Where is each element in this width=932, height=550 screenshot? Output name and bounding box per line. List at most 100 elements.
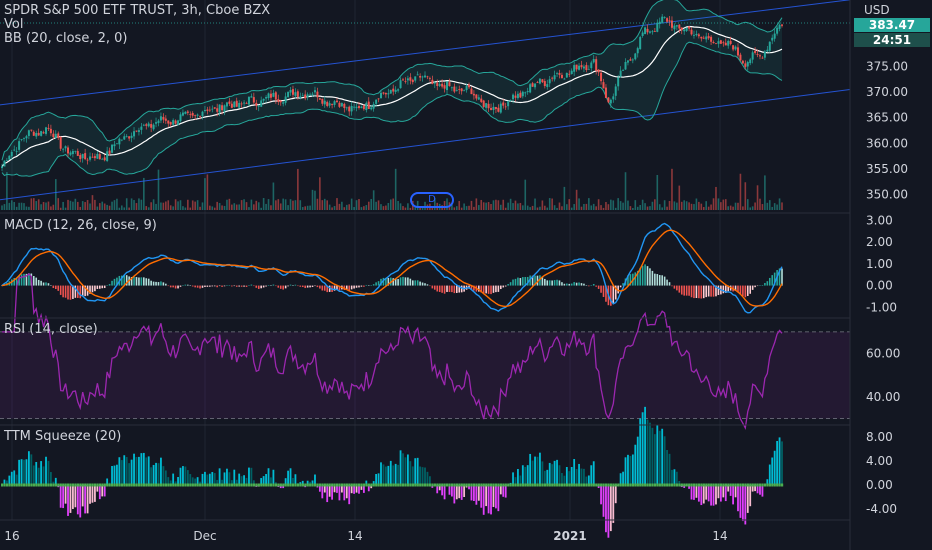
squeeze-dot [172, 483, 175, 487]
macd-histogram-bar [284, 285, 287, 289]
ttm-histogram-bar [184, 466, 187, 485]
ttm-histogram-bar [79, 485, 82, 518]
ttm-histogram-bar [125, 457, 128, 485]
volume-bar [316, 198, 319, 210]
squeeze-dot [216, 483, 219, 487]
macd-histogram-bar [773, 272, 776, 286]
candle-body [724, 42, 727, 46]
ttm-histogram-bar [387, 465, 390, 485]
squeeze-dot [274, 483, 278, 487]
candle-body [692, 34, 695, 36]
squeeze-dot [502, 483, 505, 487]
squeeze-dot [233, 483, 236, 487]
squeeze-dot [287, 483, 290, 487]
ttm-histogram-bar [455, 485, 458, 500]
squeeze-dot [629, 483, 632, 487]
macd-histogram-bar [392, 278, 395, 286]
squeeze-dot [685, 483, 688, 487]
macd-histogram-bar [277, 285, 280, 288]
squeeze-dot [49, 483, 53, 487]
volume-bar [299, 200, 302, 210]
macd-histogram-bar [47, 283, 50, 286]
volume-bar [563, 186, 566, 210]
volume-bar [737, 202, 739, 210]
macd-histogram-bar [656, 274, 659, 286]
volume-bar [732, 206, 734, 210]
candle-body [480, 98, 483, 102]
volume-bar [399, 203, 402, 210]
candle-body [89, 156, 92, 160]
macd-histogram-bar [257, 285, 260, 289]
squeeze-dot [406, 483, 410, 487]
volume-bar [424, 201, 426, 210]
squeeze-dot [113, 483, 116, 487]
candle-body [155, 122, 158, 124]
ttm-histogram-bar [326, 485, 329, 503]
candle-body [739, 54, 742, 61]
ttm-histogram-bar [160, 457, 162, 485]
macd-histogram-bar [688, 285, 690, 296]
macd-histogram-bar [130, 277, 133, 286]
volume-bar [421, 206, 424, 210]
candle-body [617, 77, 620, 87]
volume-bar [309, 205, 311, 210]
candle-body [590, 62, 593, 69]
candle-body [384, 92, 387, 95]
volume-bar [473, 206, 475, 210]
ttm-histogram-bar [563, 475, 566, 485]
ttm-histogram-bar [150, 467, 153, 485]
ttm-histogram-bar [460, 485, 463, 500]
squeeze-dot [512, 483, 515, 487]
candle-body [553, 75, 556, 80]
macd-histogram-bar [478, 285, 480, 292]
ttm-histogram-bar [656, 425, 659, 485]
volume-bar [189, 207, 192, 210]
ttm-histogram-bar [536, 456, 539, 485]
time-axis-label: Dec [193, 529, 216, 543]
ttm-axis-label: 4.00 [866, 454, 893, 468]
macd-histogram-bar [355, 285, 358, 288]
ttm-histogram-bar [267, 468, 270, 485]
volume-bar [228, 198, 231, 210]
squeeze-dot [128, 483, 131, 487]
macd-histogram-bar [497, 285, 500, 292]
candle-body [619, 70, 622, 77]
volume-bar [781, 202, 783, 210]
ttm-histogram-bar [597, 485, 600, 489]
candle-body [57, 133, 60, 138]
volume-bar [289, 199, 292, 210]
ttm-histogram-bar [375, 473, 378, 485]
volume-bar [179, 200, 182, 210]
macd-histogram-bar [590, 285, 593, 286]
volume-bar [18, 202, 20, 210]
squeeze-dot [756, 483, 759, 487]
candle-body [91, 156, 94, 158]
macd-histogram-bar [350, 285, 353, 290]
ttm-histogram-bar [294, 474, 297, 485]
squeeze-dot [181, 483, 185, 487]
squeeze-dot [384, 483, 388, 487]
candle-body [247, 96, 250, 105]
squeeze-dot [162, 483, 165, 487]
volume-bar [233, 203, 236, 210]
candle-body [678, 24, 681, 29]
squeeze-dot [20, 483, 23, 487]
volume-bar [776, 204, 778, 210]
candle-body [47, 127, 50, 129]
candle-body [683, 29, 686, 32]
ttm-histogram-bar [228, 472, 231, 485]
volume-bar [739, 173, 742, 210]
dividend-marker[interactable]: D [410, 192, 454, 208]
macd-histogram-bar [485, 285, 487, 294]
candle-body [32, 131, 35, 136]
candle-body [79, 155, 82, 160]
volume-bar [754, 202, 756, 210]
channel-lower-line [0, 88, 851, 201]
candle-body [468, 84, 471, 88]
volume-bar [607, 204, 610, 210]
macd-histogram-bar [67, 285, 69, 300]
ttm-histogram-bar [340, 485, 343, 493]
ttm-histogram-bar [262, 476, 265, 485]
candle-body [411, 79, 414, 83]
